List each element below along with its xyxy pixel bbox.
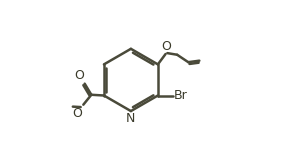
Text: Br: Br bbox=[173, 89, 187, 102]
Text: O: O bbox=[74, 69, 84, 82]
Text: N: N bbox=[126, 112, 135, 125]
Text: O: O bbox=[161, 40, 171, 53]
Text: O: O bbox=[72, 107, 82, 120]
